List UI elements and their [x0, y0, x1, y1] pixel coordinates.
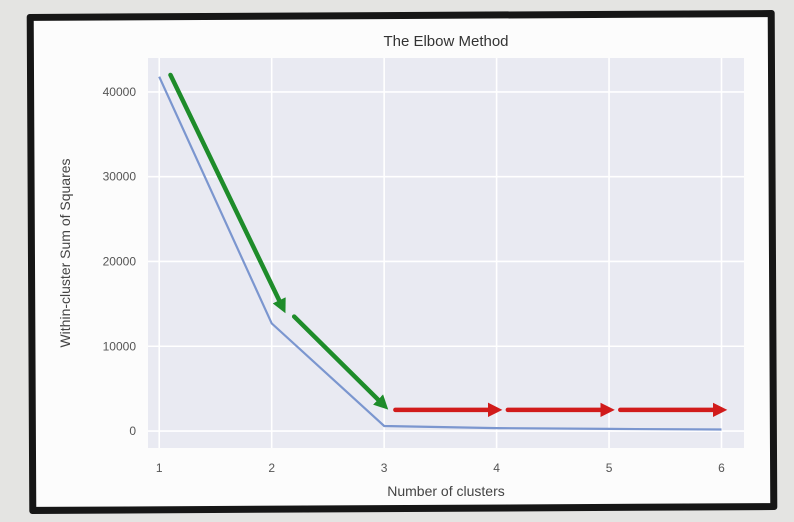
x-tick-label: 6	[718, 461, 725, 475]
series-line	[158, 76, 722, 431]
x-tick-label: 5	[606, 461, 613, 475]
chart-title: The Elbow Method	[383, 33, 508, 50]
y-tick-label: 20000	[103, 254, 137, 268]
x-tick-label: 2	[268, 461, 275, 475]
y-tick-label: 40000	[103, 85, 137, 99]
grid-lines	[148, 58, 744, 448]
y-tick-label: 0	[129, 424, 136, 438]
y-tick-labels: 0 10000 20000 30000 40000	[103, 85, 137, 438]
plot-area	[148, 58, 744, 448]
x-tick-label: 4	[493, 461, 500, 475]
green-arrow	[168, 72, 286, 314]
y-axis-label: Within-cluster Sum of Squares	[57, 158, 73, 347]
x-tick-label: 1	[156, 461, 163, 475]
annotation-arrows	[168, 72, 728, 418]
y-tick-label: 30000	[103, 170, 137, 184]
x-tick-label: 3	[381, 461, 388, 475]
y-tick-label: 10000	[103, 339, 137, 353]
x-tick-labels: 1 2 3 4 5 6	[156, 461, 725, 475]
green-arrow	[291, 314, 389, 410]
x-axis-label: Number of clusters	[387, 483, 504, 499]
